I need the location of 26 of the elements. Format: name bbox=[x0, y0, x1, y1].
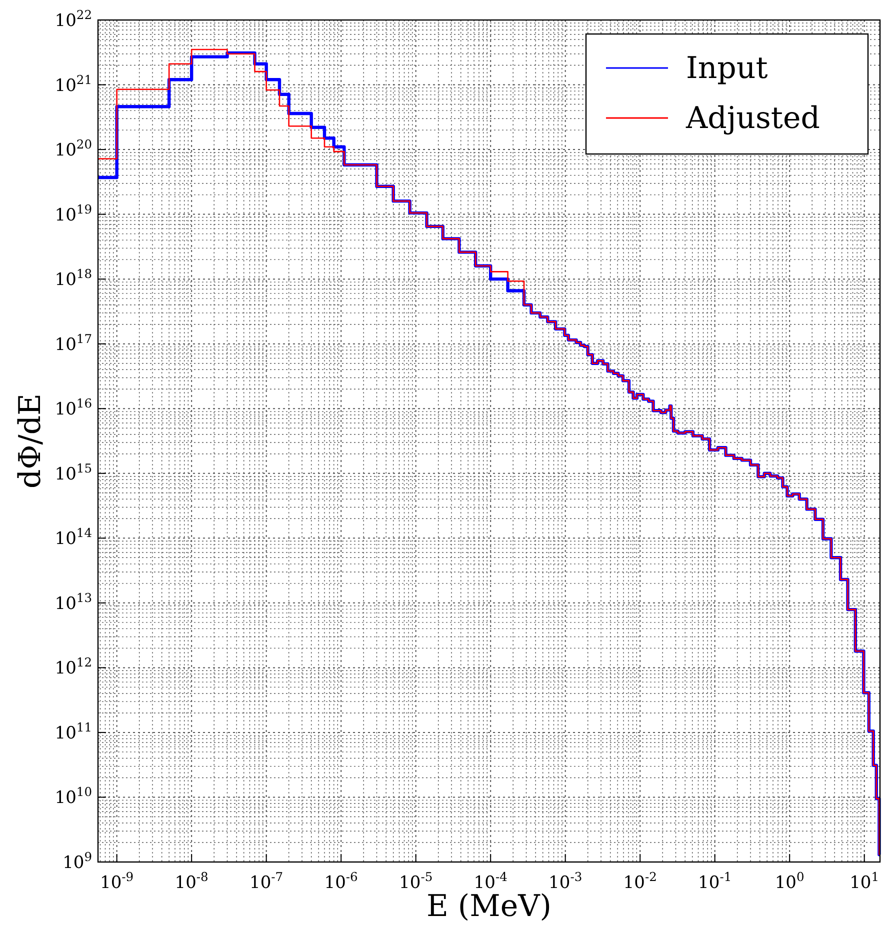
x-tick-label: 10$^{-7}$ bbox=[250, 870, 284, 893]
x-tick-label: 10$^{-1}$ bbox=[698, 870, 732, 893]
y-tick-label: 10$^{9}$ bbox=[62, 850, 92, 873]
y-axis-title: dΦ/dE bbox=[13, 393, 48, 489]
y-tick-label: 10$^{19}$ bbox=[54, 202, 92, 226]
y-tick-label: 10$^{21}$ bbox=[54, 72, 92, 96]
legend-label: Input bbox=[686, 51, 768, 86]
y-tick-label: 10$^{12}$ bbox=[54, 656, 92, 679]
y-tick-label: 10$^{18}$ bbox=[54, 267, 92, 290]
x-tick-label: 10$^{1}$ bbox=[850, 870, 880, 893]
y-tick-label: 10$^{17}$ bbox=[54, 332, 92, 355]
y-tick-label: 10$^{16}$ bbox=[54, 396, 92, 420]
x-tick-label: 10$^{-6}$ bbox=[324, 870, 358, 893]
y-tick-label: 10$^{10}$ bbox=[54, 785, 92, 808]
y-tick-label: 10$^{13}$ bbox=[54, 590, 92, 614]
x-tick-label: 10$^{-3}$ bbox=[548, 870, 582, 893]
x-tick-label: 10$^{0}$ bbox=[774, 870, 804, 893]
y-tick-label: 10$^{20}$ bbox=[54, 138, 92, 161]
x-tick-label: 10$^{-2}$ bbox=[623, 870, 657, 893]
x-tick-label: 10$^{-9}$ bbox=[100, 870, 134, 893]
legend-label: Adjusted bbox=[685, 101, 820, 136]
y-tick-label: 10$^{14}$ bbox=[54, 526, 92, 550]
y-tick-label: 10$^{22}$ bbox=[54, 8, 92, 31]
y-tick-label: 10$^{15}$ bbox=[54, 461, 92, 484]
y-tick-label: 10$^{11}$ bbox=[54, 720, 92, 744]
x-tick-label: 10$^{-8}$ bbox=[174, 870, 208, 893]
